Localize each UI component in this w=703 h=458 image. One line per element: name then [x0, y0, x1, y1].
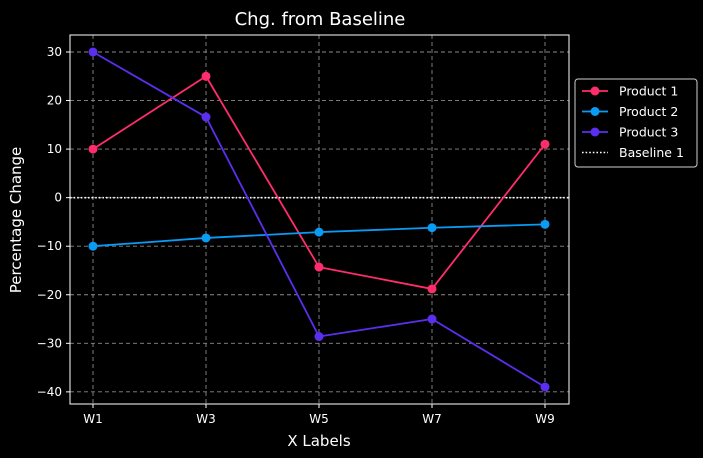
legend-box	[574, 78, 698, 168]
legend-label: Product 2	[619, 104, 678, 119]
y-tick-label: −20	[37, 288, 62, 302]
y-tick-label: 20	[47, 94, 62, 108]
data-point	[88, 241, 98, 251]
legend-swatch-marker	[590, 127, 600, 137]
x-tick-label: W3	[196, 412, 216, 426]
data-point	[540, 139, 550, 149]
legend-swatch-marker	[590, 86, 600, 96]
legend-label: Product 3	[619, 125, 678, 140]
data-point	[427, 284, 437, 294]
data-point	[540, 219, 550, 229]
y-ticks: 30 20 10 0 −10 −20 −30 −40	[37, 45, 70, 399]
chart-title: Chg. from Baseline	[235, 9, 406, 30]
data-point	[201, 71, 211, 81]
x-tick-label: W7	[422, 412, 442, 426]
data-point	[314, 262, 324, 272]
series-3	[88, 47, 550, 392]
plot-area-frame	[69, 34, 570, 405]
legend-swatch-marker	[590, 107, 600, 116]
x-tick-label: W5	[309, 412, 329, 426]
data-point	[201, 233, 211, 243]
y-axis-title: Percentage Change	[7, 147, 25, 294]
x-axis-title: X Labels	[287, 432, 351, 450]
series-1	[88, 71, 550, 294]
y-tick-label: −10	[37, 239, 62, 253]
x-ticks: W1 W3 W5 W7 W9	[83, 404, 555, 426]
y-tick-label: 30	[47, 45, 62, 59]
data-point	[540, 382, 550, 392]
data-point	[88, 144, 98, 154]
series-2	[88, 219, 550, 251]
data-point	[427, 223, 437, 233]
legend-label: Baseline 1	[619, 145, 684, 160]
y-tick-label: −40	[37, 385, 62, 399]
legend: Product 1 Product 2 Product 3 Baseline 1	[574, 78, 698, 168]
y-tick-label: 0	[54, 191, 62, 205]
data-point	[314, 332, 324, 342]
x-tick-label: W1	[83, 412, 103, 426]
data-point	[314, 227, 324, 237]
grid	[70, 35, 569, 404]
data-point	[427, 314, 437, 324]
data-point	[201, 112, 211, 122]
series-layer	[88, 47, 550, 392]
data-point	[88, 47, 98, 57]
y-tick-label: −30	[37, 336, 62, 350]
x-tick-label: W9	[535, 412, 555, 426]
legend-label: Product 1	[619, 84, 678, 99]
y-tick-label: 10	[47, 142, 62, 156]
